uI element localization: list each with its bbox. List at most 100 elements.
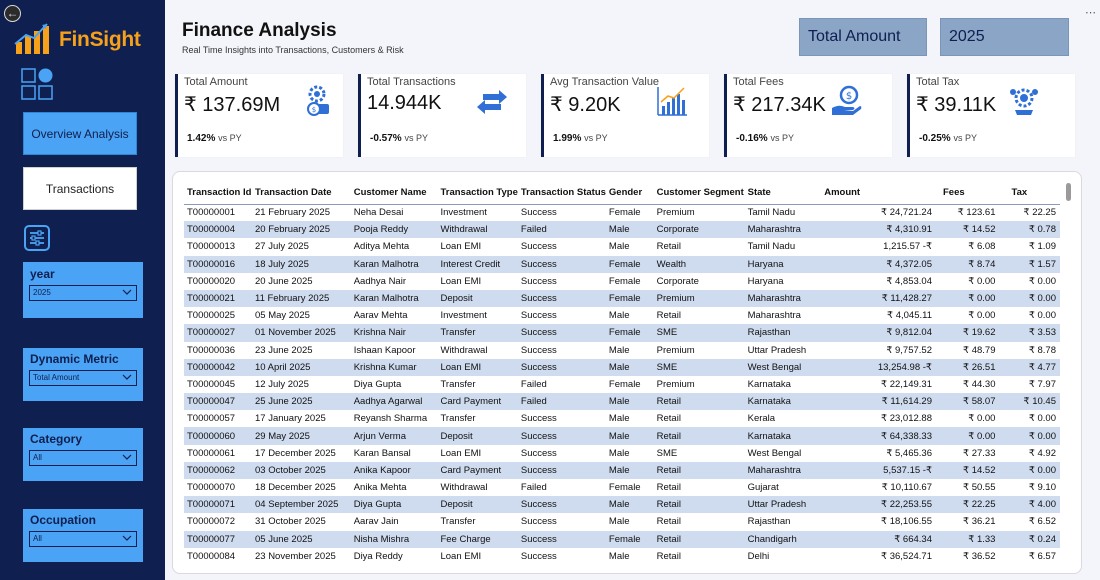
table-row[interactable]: T00000013 27 July 2025 Aditya Mehta Loan EM… — [184, 238, 1060, 255]
dropdown-value: All — [33, 534, 42, 543]
column-header[interactable]: Transaction Date — [251, 182, 351, 205]
table-cell: ₹ 8.74 — [968, 258, 996, 270]
table-cell: Maharashtra — [747, 293, 801, 305]
table-cell: ₹ 0.00 — [1028, 413, 1056, 425]
table-row[interactable]: T00000072 31 October 2025 Aarav Jain Transf… — [184, 513, 1060, 530]
table-row[interactable]: T00000004 20 February 2025 Pooja Reddy With… — [184, 221, 1060, 239]
logo-text: FinSight — [59, 28, 141, 51]
table-cell: ₹ 14.52 — [963, 464, 996, 476]
table-cell: ₹ 22,253.55 — [881, 499, 932, 511]
table-row[interactable]: T00000070 18 December 2025 Anika Mehta With… — [184, 479, 1060, 496]
table-cell: ₹ 10.45 — [1023, 396, 1056, 408]
year-dropdown[interactable]: 2025 — [29, 285, 137, 301]
table-cell: Success — [520, 327, 557, 339]
table-cell: Uttar Pradesh — [747, 499, 807, 511]
column-header[interactable]: Customer Name — [350, 182, 438, 205]
table-cell: Male — [608, 413, 630, 425]
table-cell: Success — [520, 550, 557, 562]
kpi-delta-vs: vs PY — [770, 133, 794, 143]
kpi-value: ₹ 39.11K — [916, 94, 997, 116]
table-scrollbar[interactable] — [1066, 183, 1071, 201]
table-cell: Aarav Jain — [353, 516, 399, 528]
kpi-delta-value: -0.16% — [736, 133, 768, 144]
table-row[interactable]: T00000061 17 December 2025 Karan Bansal Loa… — [184, 445, 1060, 462]
table-cell: Pooja Reddy — [353, 224, 409, 236]
table-cell: T00000061 — [187, 447, 236, 459]
table-cell: Transfer — [440, 327, 476, 339]
table-cell: ₹ 9,757.52 — [886, 344, 932, 356]
table-row[interactable]: T00000001 21 February 2025 Neha Desai Inves… — [184, 204, 1060, 221]
table-cell: ₹ 14.52 — [963, 224, 996, 236]
kpi-value: 14.944K — [367, 92, 442, 114]
grid-layout-icon[interactable] — [21, 68, 53, 100]
table-cell: ₹ 6.52 — [1028, 516, 1056, 528]
table-cell: Deposit — [440, 430, 473, 442]
table-row[interactable]: T00000084 23 November 2025 Diya Reddy Loan … — [184, 548, 1060, 565]
column-header[interactable]: Fees — [935, 182, 1000, 205]
category-dropdown[interactable]: All — [29, 450, 137, 466]
table-cell: Deposit — [440, 293, 473, 305]
column-header[interactable]: Transaction Type — [437, 182, 518, 205]
table-row[interactable]: T00000045 12 July 2025 Diya Gupta Transfer F… — [184, 376, 1060, 393]
table-cell: 03 October 2025 — [254, 464, 326, 476]
table-cell: T00000047 — [187, 396, 236, 408]
table-cell: ₹ 18,106.55 — [881, 516, 932, 528]
more-options-icon[interactable]: ⋯ — [1085, 7, 1097, 19]
table-row[interactable]: T00000062 03 October 2025 Anika Kapoor Card… — [184, 461, 1060, 479]
column-header[interactable]: State — [744, 182, 825, 205]
column-header[interactable]: Tax — [999, 182, 1060, 205]
dynamic-metric-dropdown[interactable]: Total Amount — [29, 370, 137, 386]
table-row[interactable]: T00000021 11 February 2025 Karan Malhotra D… — [184, 289, 1060, 308]
table-cell: 17 December 2025 — [254, 447, 336, 459]
table-cell: Fee Charge — [440, 533, 491, 545]
table-row[interactable]: T00000077 05 June 2025 Nisha Mishra Fee Cha… — [184, 530, 1060, 548]
kpi-delta-value: 1.99% — [553, 133, 582, 144]
table-row[interactable]: T00000057 17 January 2025 Reyansh Sharma Tr… — [184, 410, 1060, 427]
table-cell: Success — [520, 361, 557, 373]
table-cell: Female — [608, 275, 641, 287]
table-row[interactable]: T00000047 25 June 2025 Aadhya Agarwal Card … — [184, 393, 1060, 411]
table-row[interactable]: T00000060 29 May 2025 Arjun Verma Deposit Su… — [184, 427, 1060, 445]
nav-overview-button[interactable]: Overview Analysis — [23, 112, 137, 155]
table-row[interactable]: T00000025 05 May 2025 Aarav Mehta Investmen… — [184, 307, 1060, 324]
table-cell: Male — [608, 447, 630, 459]
exchange-arrows-icon — [477, 90, 507, 114]
column-header[interactable]: Gender — [605, 182, 654, 205]
table-cell: Tamil Nadu — [747, 207, 796, 219]
chevron-down-icon — [122, 535, 132, 541]
table-cell: ₹ 0.00 — [968, 430, 996, 442]
kpi-value: ₹ 9.20K — [550, 94, 621, 116]
filter-sliders-icon[interactable] — [24, 225, 50, 251]
table-cell: Success — [520, 310, 557, 322]
column-header[interactable]: Amount — [824, 182, 936, 205]
kpi-card-avg-transaction-value: Avg Transaction Value ₹ 9.20K 1.99% vs P… — [541, 74, 709, 157]
table-cell: 17 January 2025 — [254, 413, 326, 425]
table-cell: Success — [520, 430, 557, 442]
table-cell: 13,254.98 -₹ — [877, 361, 932, 373]
table-cell: ₹ 0.00 — [968, 310, 996, 322]
table-cell: Diya Gupta — [353, 378, 402, 390]
table-cell: Retail — [656, 533, 681, 545]
table-cell: Aarav Mehta — [353, 310, 408, 322]
table-cell: ₹ 48.79 — [963, 344, 996, 356]
table-cell: ₹ 123.61 — [957, 207, 996, 219]
table-cell: ₹ 1.33 — [968, 533, 996, 545]
table-cell: Retail — [656, 430, 681, 442]
kpi-delta-value: -0.25% — [919, 133, 951, 144]
table-row[interactable]: T00000016 18 July 2025 Karan Malhotra Inter… — [184, 255, 1060, 273]
back-arrow-icon[interactable]: ← — [4, 5, 21, 22]
occupation-dropdown[interactable]: All — [29, 531, 137, 547]
table-row[interactable]: T00000027 01 November 2025 Krishna Nair Tra… — [184, 324, 1060, 342]
table-cell: Female — [608, 207, 641, 219]
column-header[interactable]: Transaction Status — [517, 182, 606, 205]
table-cell: ₹ 0.00 — [1028, 275, 1056, 287]
table-row[interactable]: T00000042 10 April 2025 Krishna Kumar Loan … — [184, 358, 1060, 376]
table-row[interactable]: T00000036 23 June 2025 Ishaan Kapoor Withdr… — [184, 342, 1060, 359]
column-header[interactable]: Transaction Id — [184, 182, 252, 205]
slicer-title: Category — [30, 432, 83, 446]
nav-transactions-button[interactable]: Transactions — [23, 167, 137, 210]
column-header[interactable]: Customer Segment — [653, 182, 745, 205]
table-row[interactable]: T00000071 04 September 2025 Diya Gupta Depo… — [184, 496, 1060, 514]
table-row[interactable]: T00000020 20 June 2025 Aadhya Nair Loan EMI… — [184, 273, 1060, 290]
table-cell: Transfer — [440, 413, 476, 425]
